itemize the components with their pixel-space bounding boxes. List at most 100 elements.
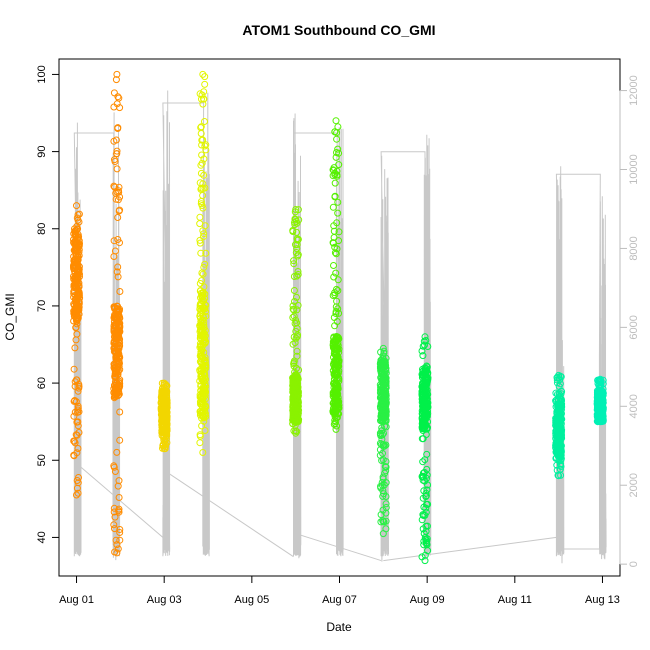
altitude-trace-flight-3 xyxy=(292,113,344,559)
data-point xyxy=(423,486,431,494)
data-point xyxy=(115,94,123,102)
data-point xyxy=(294,252,302,260)
data-point xyxy=(160,393,168,401)
data-point xyxy=(554,416,562,424)
data-point xyxy=(293,306,301,314)
data-point xyxy=(294,271,302,278)
plot-layer xyxy=(70,70,607,565)
data-point-max xyxy=(379,344,387,352)
data-point xyxy=(331,179,339,187)
data-point xyxy=(197,409,204,417)
data-point xyxy=(420,409,428,417)
data-point xyxy=(110,103,118,111)
data-point xyxy=(201,354,209,362)
data-point xyxy=(71,283,79,291)
data-point xyxy=(420,512,427,519)
data-point xyxy=(419,476,427,484)
data-point xyxy=(111,393,119,400)
data-point xyxy=(111,321,119,329)
data-point-min xyxy=(73,491,80,499)
x-tick-label: Aug 07 xyxy=(322,594,357,606)
data-point xyxy=(552,398,560,406)
data-point xyxy=(111,348,119,356)
data-point xyxy=(201,142,209,150)
data-point-max xyxy=(292,206,300,213)
scatter-layer xyxy=(70,70,607,565)
series-2 xyxy=(110,70,124,557)
data-point-min xyxy=(199,449,207,456)
data-point xyxy=(73,484,81,492)
data-point xyxy=(557,461,564,469)
data-point xyxy=(289,302,297,310)
data-point xyxy=(115,207,123,215)
data-point xyxy=(333,172,341,180)
data-point xyxy=(421,341,428,349)
data-point xyxy=(597,401,605,408)
data-point xyxy=(72,243,80,251)
data-point xyxy=(199,392,207,400)
data-point xyxy=(114,332,121,340)
data-point xyxy=(74,387,82,395)
data-point xyxy=(197,349,205,357)
data-point xyxy=(377,511,385,519)
data-point xyxy=(330,384,338,392)
data-point xyxy=(201,260,209,268)
data-point xyxy=(554,413,561,421)
data-point xyxy=(556,394,564,402)
data-point xyxy=(379,362,387,370)
data-point xyxy=(553,461,561,469)
axes-layer: 40 50 60 70 80 90 100 Aug 01 Aug 03 Aug 05 Aug 07 A… xyxy=(36,65,640,606)
data-point xyxy=(198,95,205,103)
data-point xyxy=(378,376,386,384)
data-point xyxy=(376,439,384,447)
data-point xyxy=(112,136,120,144)
data-point xyxy=(196,305,204,313)
data-point xyxy=(381,405,389,413)
data-point xyxy=(74,211,82,219)
data-point xyxy=(595,376,603,384)
data-point xyxy=(110,508,118,516)
data-point xyxy=(196,236,204,244)
data-point xyxy=(113,165,121,173)
data-point xyxy=(379,506,387,514)
data-point xyxy=(421,421,429,429)
data-point xyxy=(111,391,119,399)
data-point xyxy=(200,171,208,179)
x-tick-label: Aug 09 xyxy=(410,594,445,606)
data-point xyxy=(112,76,120,84)
data-point xyxy=(294,398,302,406)
y-tick-label: 90 xyxy=(36,145,48,157)
data-point xyxy=(293,293,300,301)
data-point xyxy=(198,136,206,144)
data-point xyxy=(289,228,297,235)
data-point xyxy=(158,397,166,405)
data-point xyxy=(381,390,389,398)
data-point xyxy=(291,419,299,427)
data-point xyxy=(71,232,79,240)
data-point xyxy=(332,303,340,311)
data-point xyxy=(332,351,340,359)
data-point xyxy=(290,312,298,320)
data-point xyxy=(201,410,209,418)
data-point xyxy=(418,347,426,355)
data-point xyxy=(555,444,563,452)
data-point xyxy=(114,214,122,221)
data-point xyxy=(376,429,384,437)
x-tick-label: Aug 13 xyxy=(585,594,620,606)
data-point xyxy=(72,247,80,255)
data-point xyxy=(202,338,210,346)
data-point xyxy=(75,382,83,390)
data-point xyxy=(110,318,118,326)
data-point xyxy=(200,88,208,96)
data-point xyxy=(112,536,120,544)
series-8 xyxy=(418,333,432,565)
data-point xyxy=(202,146,210,154)
data-point xyxy=(115,188,123,196)
data-point xyxy=(75,265,83,273)
data-point xyxy=(197,386,205,394)
data-point xyxy=(334,123,342,131)
data-point xyxy=(423,465,431,473)
data-point xyxy=(196,213,204,221)
data-point xyxy=(115,362,123,370)
data-point xyxy=(335,161,343,169)
